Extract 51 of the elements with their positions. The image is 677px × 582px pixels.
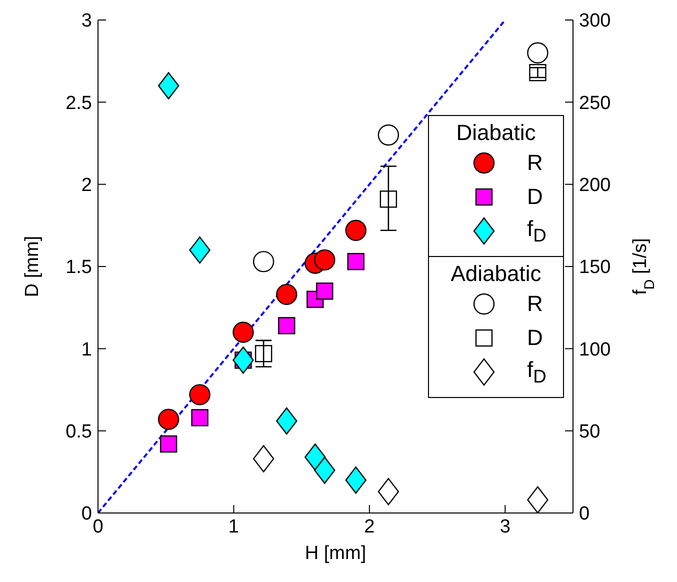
y2-tick-label: 50 [579,422,600,443]
point [380,190,398,208]
y-tick-label: 2 [81,175,92,196]
point [304,444,326,471]
point [254,344,272,362]
annotation: Adiabatic [450,261,542,287]
point [278,317,296,334]
point [314,456,336,484]
point [160,435,178,453]
legend-label: R [527,291,543,317]
point [189,384,210,406]
legend-label: D [527,325,543,351]
point [527,486,548,513]
y2-tick-label: 150 [579,257,611,278]
y-tick-label: 2.5 [66,92,92,114]
y-tick-label: 3 [81,10,92,32]
point [378,124,400,146]
y2-tick-label: 100 [579,339,611,360]
point [316,282,334,300]
point [314,249,336,271]
point [345,466,366,494]
x-axis-title: H [mm] [304,543,366,564]
y-tick-label: 0.5 [66,422,92,443]
point [189,236,210,264]
point [232,322,254,343]
legend-label: D [527,184,543,210]
point [158,72,180,100]
point [347,252,364,270]
point [158,408,180,430]
legend-label: f$_{D}$ [527,216,546,246]
point [527,42,548,64]
legend-label: f$_{D}$ [527,356,546,388]
point [252,445,274,472]
point [191,409,208,426]
y2-tick-label: 200 [579,175,611,196]
point [252,250,274,272]
x-tick-label: 2 [364,516,375,538]
y2-tick-label: 250 [579,92,611,114]
point [345,220,366,241]
y-tick-label: 1.5 [66,257,92,278]
y-tick-label: 1 [81,339,92,360]
legend-label: R [527,150,543,176]
point [232,346,254,374]
y-axis-title: D [mm] [22,236,43,298]
annotation: Diabatic [455,120,537,146]
y2-tick-label: 300 [579,10,611,32]
x-tick-label: 3 [500,516,510,538]
x-tick-label: 1 [228,516,240,538]
point [378,478,400,506]
point [276,284,298,306]
point [276,407,298,435]
